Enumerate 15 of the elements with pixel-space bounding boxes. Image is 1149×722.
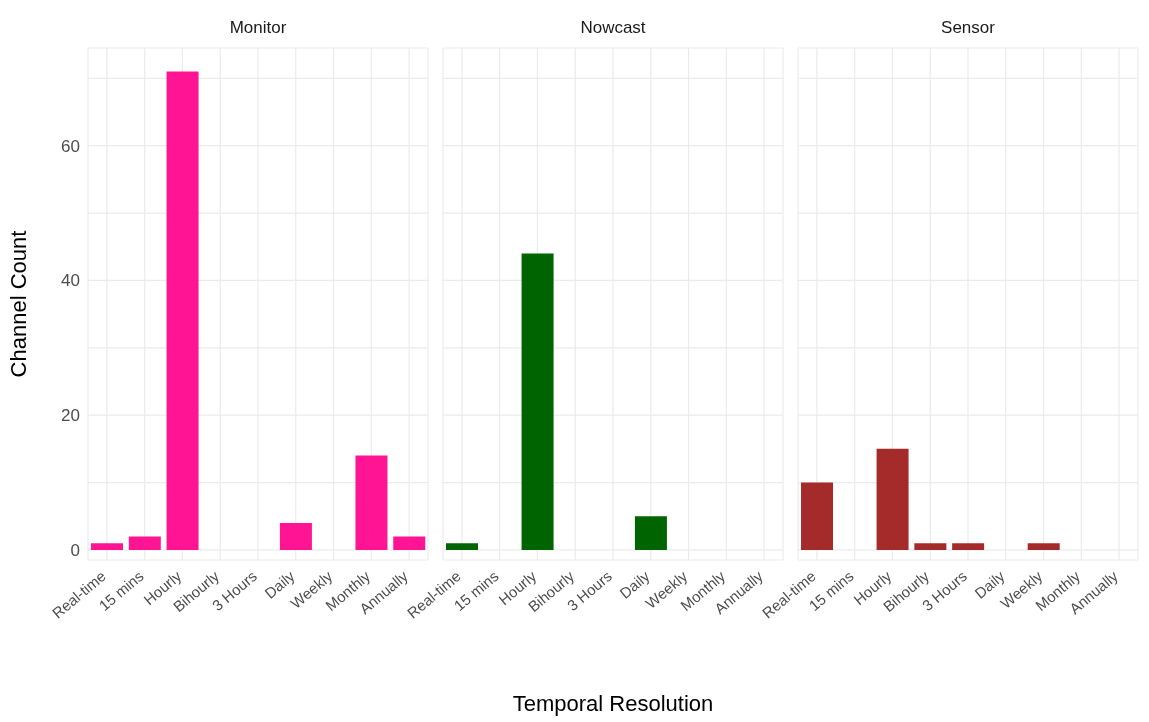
bar: [393, 536, 426, 550]
y-axis-title: Channel Count: [5, 230, 31, 378]
bar: [128, 536, 161, 550]
bar: [355, 455, 388, 550]
bar: [166, 71, 199, 550]
bar: [279, 522, 312, 550]
y-tick-label: 0: [70, 540, 80, 560]
chart-title: Sensor: [940, 18, 996, 38]
bar: [91, 543, 124, 550]
y-tick-label: 60: [61, 136, 80, 156]
chart-title: Nowcast: [579, 18, 647, 38]
chart-title: Monitor: [228, 18, 288, 38]
y-tick-label: 20: [61, 406, 80, 426]
y-tick-label: 40: [61, 271, 80, 291]
x-axis-title: Temporal Resolution: [511, 691, 715, 717]
